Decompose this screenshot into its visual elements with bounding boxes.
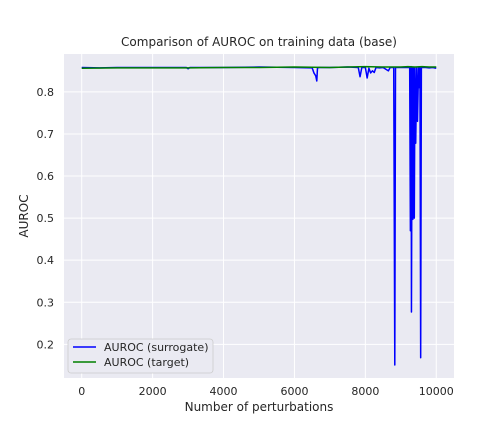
x-tick-label: 10000 — [419, 385, 454, 398]
tick-labels: 0 2000 4000 6000 8000 10000 0.2 0.3 0.4 0.5 0.6 0.7… — [37, 86, 454, 398]
grid — [64, 54, 454, 378]
x-tick-label: 2000 — [139, 385, 167, 398]
legend-label-target: AUROC (target) — [104, 356, 189, 369]
y-axis-label: AUROC — [17, 194, 31, 237]
y-tick-label: 0.7 — [37, 128, 55, 141]
legend-frame — [67, 338, 214, 374]
series-line-target — [81, 65, 437, 70]
plot-area — [64, 54, 454, 378]
y-tick-label: 0.5 — [37, 212, 55, 225]
chart-title: Comparison of AUROC on training data (ba… — [121, 35, 397, 49]
legend-label-surrogate: AUROC (surrogate) — [104, 341, 208, 354]
x-tick-label: 0 — [78, 385, 85, 398]
y-tick-label: 0.8 — [37, 86, 55, 99]
legend: AUROC (surrogate) AUROC (target) — [67, 338, 214, 374]
x-tick-label: 8000 — [351, 385, 379, 398]
series-layer — [81, 65, 437, 366]
y-tick-label: 0.2 — [37, 338, 55, 351]
x-tick-label: 6000 — [280, 385, 308, 398]
x-axis-label: Number of perturbations — [185, 400, 334, 414]
y-tick-label: 0.3 — [37, 296, 55, 309]
x-tick-label: 4000 — [210, 385, 238, 398]
y-tick-label: 0.4 — [37, 254, 55, 267]
series-line-surrogate — [81, 65, 437, 366]
y-tick-label: 0.6 — [37, 170, 55, 183]
